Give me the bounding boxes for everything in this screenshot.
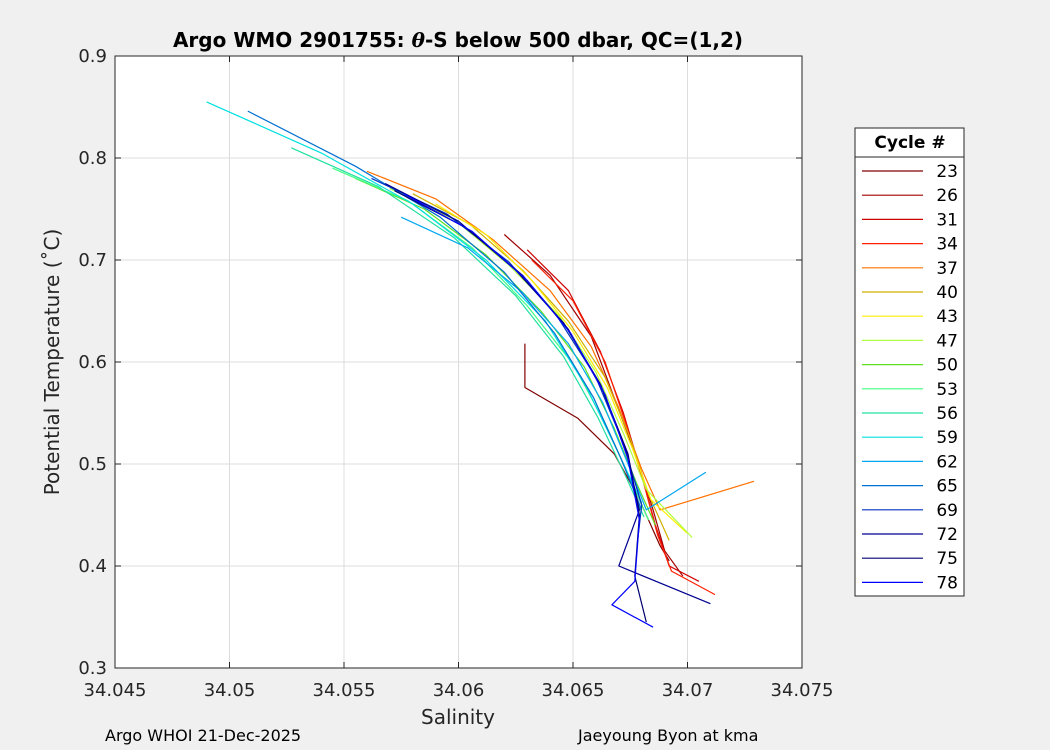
x-tick-label: 34.07	[662, 680, 714, 701]
x-axis-label: Salinity	[421, 705, 495, 729]
legend-box	[854, 127, 965, 597]
legend-label-cycle-47: 47	[936, 331, 958, 351]
x-tick-label: 34.045	[84, 680, 147, 701]
x-tick-label: 34.055	[313, 680, 376, 701]
legend-label-cycle-43: 43	[936, 307, 958, 327]
series-line-cycle-62	[400, 216, 707, 511]
y-tick-label: 0.6	[78, 352, 107, 373]
legend-title: Cycle #	[874, 133, 945, 153]
series-line-cycle-23	[524, 343, 670, 562]
legend-label-cycle-31: 31	[936, 210, 958, 230]
legend-label-cycle-37: 37	[936, 259, 958, 279]
title-prefix: Argo WMO 2901755:	[173, 28, 412, 52]
legend-label-cycle-62: 62	[936, 452, 958, 472]
y-tick-label: 0.3	[78, 658, 107, 679]
y-axis-ticks: 0.3 0.4 0.5 0.6 0.7 0.8 0.9	[78, 46, 802, 679]
series-line-cycle-69	[371, 177, 643, 546]
y-tick-label: 0.4	[78, 556, 107, 577]
x-tick-label: 34.065	[542, 680, 605, 701]
grid-lines	[115, 56, 802, 668]
footer-source: Argo WHOI 21-Dec-2025	[105, 726, 302, 745]
legend-label-cycle-69: 69	[936, 501, 958, 521]
series-line-cycle-56	[291, 147, 645, 518]
footer-author: Jaeyoung Byon at kma	[578, 726, 759, 745]
legend-label-cycle-56: 56	[936, 404, 958, 424]
x-tick-label: 34.06	[433, 680, 485, 701]
y-tick-label: 0.9	[78, 46, 107, 67]
chart-title: Argo WMO 2901755: θ-S below 500 dbar, QC…	[173, 28, 743, 52]
legend-label-cycle-40: 40	[936, 283, 958, 303]
legend-label-cycle-59: 59	[936, 428, 958, 448]
legend-label-cycle-23: 23	[936, 162, 958, 182]
legend-label-cycle-34: 34	[936, 235, 958, 255]
x-tick-label: 34.075	[771, 680, 834, 701]
legend: Cycle # 23 26 31 34 37 40 43 47 50 53 56 59 62 65 69 72…	[854, 127, 965, 597]
legend-label-cycle-53: 53	[936, 380, 958, 400]
y-tick-label: 0.7	[78, 250, 107, 271]
legend-label-cycle-72: 72	[936, 525, 958, 545]
y-tick-label: 0.8	[78, 148, 107, 169]
series-line-cycle-65	[247, 110, 643, 511]
title-theta-symbol: θ	[412, 28, 426, 52]
title-suffix: -S below 500 dbar, QC=(1,2)	[425, 28, 743, 52]
y-axis-label: Potential Temperature (˚C)	[40, 229, 64, 496]
series-line-cycle-37	[366, 170, 755, 511]
series-line-cycle-78	[403, 193, 654, 628]
x-tick-label: 34.05	[204, 680, 256, 701]
legend-label-cycle-75: 75	[936, 549, 958, 569]
y-tick-label: 0.5	[78, 454, 107, 475]
series-lines	[206, 101, 755, 628]
legend-label-cycle-50: 50	[936, 356, 958, 376]
legend-label-cycle-78: 78	[936, 573, 958, 593]
x-axis-ticks: 34.045 34.05 34.055 34.06 34.065 34.07 34.075	[84, 56, 834, 701]
legend-label-cycle-65: 65	[936, 477, 958, 497]
legend-label-cycle-26: 26	[936, 186, 958, 206]
